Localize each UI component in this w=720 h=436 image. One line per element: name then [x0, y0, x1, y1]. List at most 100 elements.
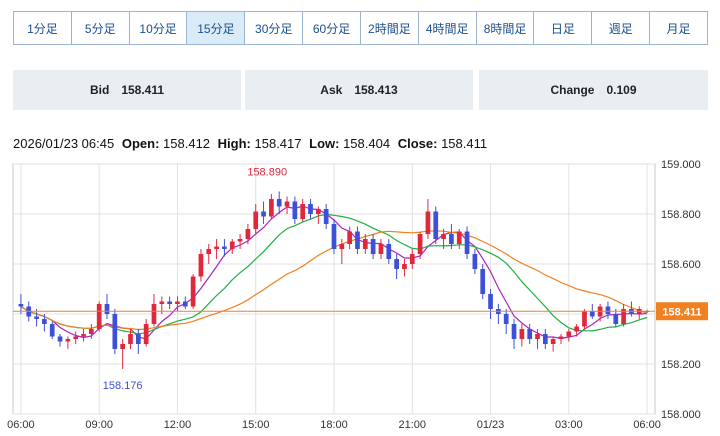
high-label: High: — [217, 136, 251, 151]
candle-body — [65, 339, 71, 342]
tab-timeframe-8[interactable]: 8時間足 — [476, 12, 535, 44]
candle-body — [362, 239, 368, 249]
ma-mid-line — [20, 213, 648, 335]
candle-body — [613, 314, 619, 324]
candle-body — [284, 201, 290, 207]
tab-timeframe-5[interactable]: 60分足 — [303, 12, 361, 44]
y-tick-label: 158.600 — [661, 259, 701, 271]
tab-timeframe-11[interactable]: 月足 — [650, 12, 707, 44]
candle-body — [386, 244, 392, 259]
candle-body — [182, 301, 188, 307]
candle-body — [503, 314, 509, 324]
current-price-marker — [656, 302, 708, 321]
y-tick-label: 159.000 — [661, 159, 701, 171]
x-tick-label: 06:00 — [633, 419, 661, 431]
candle-body — [417, 234, 423, 254]
candle-body — [558, 336, 564, 339]
low-label: Low: — [309, 136, 340, 151]
candle-body — [89, 329, 94, 334]
candle-body — [488, 294, 493, 309]
candle-body — [104, 304, 110, 314]
candle-body — [347, 231, 353, 244]
candle-body — [167, 301, 172, 304]
candlestick-chart: 158.000158.200158.400158.600158.800159.0… — [7, 159, 708, 431]
candle-body — [269, 199, 274, 217]
candle-body — [519, 329, 525, 339]
y-tick-label: 158.000 — [661, 409, 701, 421]
x-tick-label: 12:00 — [164, 419, 192, 431]
x-tick-label: 21:00 — [399, 419, 427, 431]
candle-body — [222, 246, 227, 249]
candle-body — [550, 339, 556, 344]
open-label: Open: — [121, 136, 160, 151]
candle-body — [566, 331, 572, 337]
low-annotation: 158.176 — [103, 380, 143, 392]
tab-timeframe-2[interactable]: 10分足 — [129, 12, 188, 44]
candle-body — [81, 334, 86, 337]
candle-body — [143, 324, 149, 344]
candle-body — [425, 211, 431, 234]
ohlc-readout: 2026/01/23 06:45 Open: 158.412 High: 158… — [13, 136, 491, 151]
y-tick-label: 158.200 — [661, 359, 701, 371]
close-label: Close: — [397, 136, 438, 151]
change-box: Change 0.109 — [479, 70, 708, 110]
candle-body — [34, 316, 39, 319]
candle-body — [574, 326, 579, 332]
candle-body — [120, 344, 126, 349]
high-annotation: 158.890 — [247, 167, 287, 179]
candle-body — [276, 199, 282, 207]
candle-body — [441, 234, 446, 239]
bid-value: 158.411 — [121, 83, 165, 97]
candle-body — [621, 309, 626, 324]
candle-body — [409, 254, 415, 264]
tab-timeframe-7[interactable]: 4時間足 — [418, 12, 477, 44]
x-tick-label: 03:00 — [555, 419, 583, 431]
bid-label: Bid — [89, 83, 110, 97]
tab-timeframe-4[interactable]: 30分足 — [245, 12, 304, 44]
candle-body — [394, 259, 399, 269]
x-tick-label: 06:00 — [7, 419, 35, 431]
candle-body — [292, 201, 298, 219]
candle-body — [355, 231, 360, 249]
tab-timeframe-6[interactable]: 2時間足 — [360, 12, 419, 44]
bid-box: Bid 158.411 — [13, 70, 241, 110]
candle-body — [456, 231, 462, 244]
tab-timeframe-0[interactable]: 1分足 — [14, 12, 72, 44]
candle-body — [480, 269, 486, 294]
ask-box: Ask 158.413 — [245, 70, 473, 110]
tab-timeframe-3[interactable]: 15分足 — [187, 12, 246, 44]
candle-body — [237, 239, 243, 242]
close-value: 158.411 — [441, 136, 488, 151]
candle-body — [112, 314, 118, 349]
candle-body — [542, 334, 548, 344]
candle-body — [175, 301, 180, 304]
ohlc-datetime: 2026/01/23 06:45 — [13, 136, 115, 151]
candle-body — [464, 231, 470, 254]
candle-body — [151, 304, 157, 324]
x-tick-label: 18:00 — [320, 419, 348, 431]
candle-body — [253, 211, 259, 229]
candle-body — [57, 336, 63, 342]
candle-body — [42, 319, 47, 324]
candle-body — [49, 324, 55, 337]
x-tick-label: 15:00 — [242, 419, 270, 431]
candle-body — [198, 254, 204, 277]
ask-label: Ask — [320, 83, 343, 97]
candle-body — [96, 304, 102, 329]
candle-body — [449, 234, 454, 244]
candle-body — [370, 239, 376, 254]
candle-body — [315, 209, 321, 214]
timeframe-tabs: 1分足 5分足 10分足 15分足 30分足 60分足 2時間足 4時間足 8時間足 日足 週足 月足 — [13, 11, 708, 45]
candle-body — [300, 204, 306, 219]
candle-body — [128, 334, 133, 344]
candle-body — [535, 334, 540, 339]
candle-body — [323, 209, 329, 224]
candle-body — [331, 224, 337, 249]
candle-body — [605, 306, 611, 314]
tab-timeframe-1[interactable]: 5分足 — [71, 12, 130, 44]
y-tick-label: 158.800 — [661, 209, 701, 221]
tab-timeframe-10[interactable]: 週足 — [592, 12, 651, 44]
candle-body — [190, 276, 196, 307]
low-value: 158.404 — [343, 136, 391, 151]
tab-timeframe-9[interactable]: 日足 — [534, 12, 593, 44]
